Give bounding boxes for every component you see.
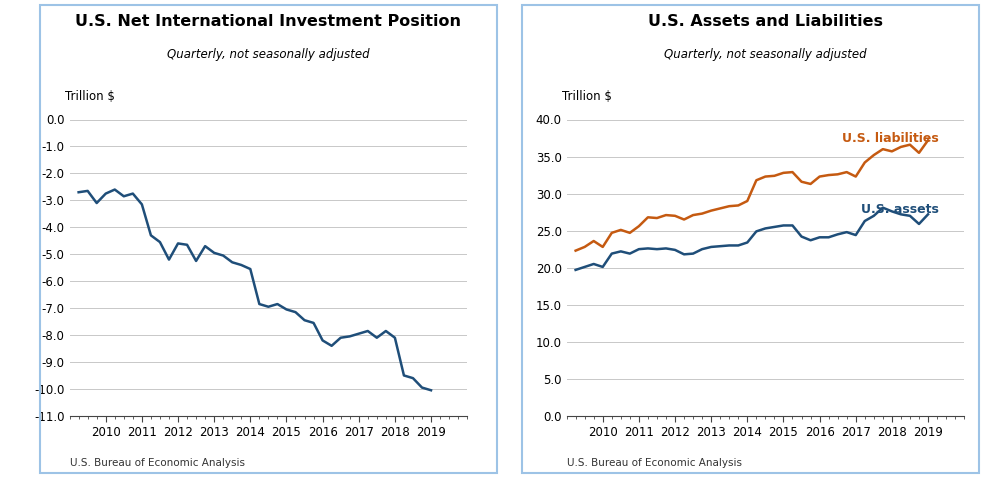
Text: U.S. assets: U.S. assets <box>861 204 939 217</box>
Text: U.S. liabilities: U.S. liabilities <box>842 131 939 144</box>
Text: Quarterly, not seasonally adjusted: Quarterly, not seasonally adjusted <box>167 48 370 61</box>
Text: U.S. Assets and Liabilities: U.S. Assets and Liabilities <box>648 14 883 29</box>
Text: Trillion $: Trillion $ <box>562 90 611 103</box>
Text: U.S. Bureau of Economic Analysis: U.S. Bureau of Economic Analysis <box>70 458 245 468</box>
Text: Quarterly, not seasonally adjusted: Quarterly, not seasonally adjusted <box>664 48 867 61</box>
Text: Trillion $: Trillion $ <box>65 90 114 103</box>
Text: U.S. Bureau of Economic Analysis: U.S. Bureau of Economic Analysis <box>567 458 742 468</box>
Text: U.S. Net International Investment Position: U.S. Net International Investment Positi… <box>76 14 461 29</box>
